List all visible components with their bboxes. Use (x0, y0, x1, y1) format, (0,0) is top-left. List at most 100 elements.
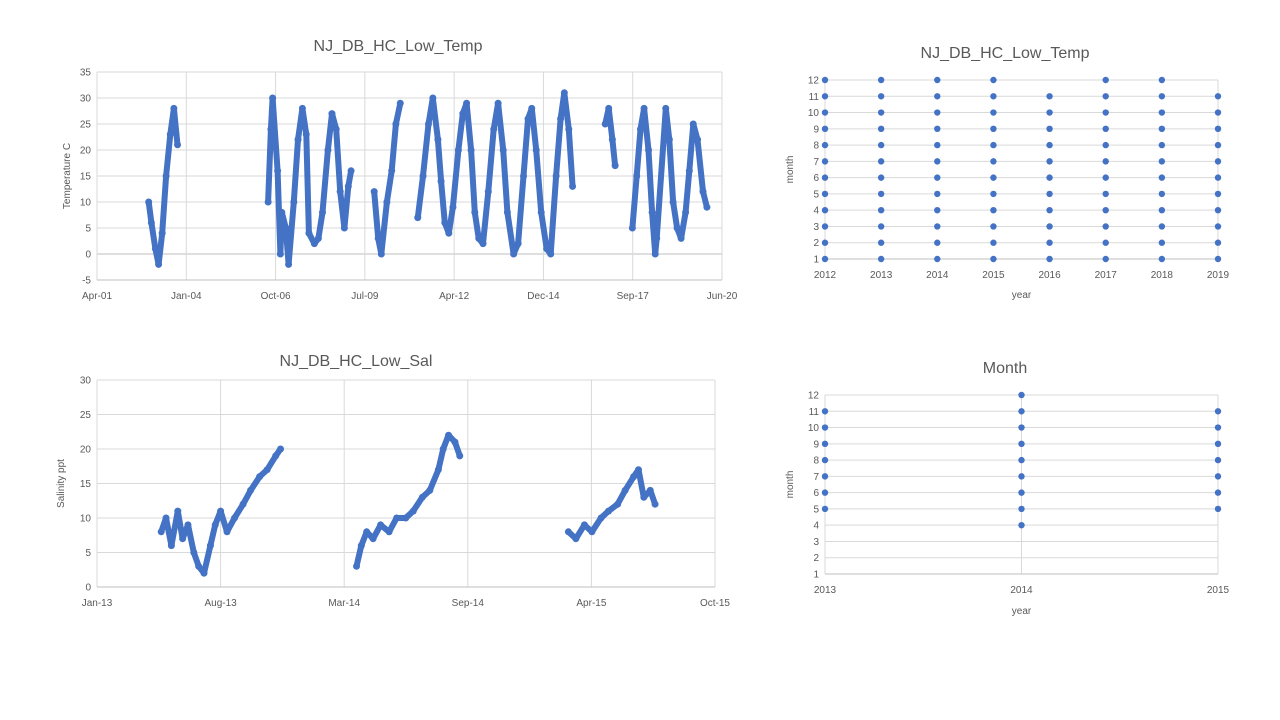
data-point (1214, 93, 1222, 100)
x-tick-label: Oct-06 (261, 291, 291, 302)
data-point (821, 440, 829, 448)
data-point (294, 136, 302, 144)
data-point (588, 528, 596, 536)
data-point (393, 514, 401, 522)
data-point (636, 125, 644, 133)
data-point (877, 239, 885, 246)
data-point (877, 76, 885, 84)
y-tick-label: 5 (85, 224, 91, 235)
data-point (264, 198, 272, 206)
data-point (990, 141, 997, 149)
data-point (640, 493, 648, 501)
data-point (1018, 505, 1025, 513)
y-tick-label: 35 (80, 68, 92, 79)
data-point (1214, 206, 1222, 214)
data-point (605, 104, 613, 112)
data-point (490, 125, 498, 133)
data-point (231, 514, 239, 522)
data-point (653, 234, 661, 242)
data-point (1046, 93, 1053, 100)
data-point (162, 514, 170, 522)
x-tick-label: 2015 (1207, 585, 1230, 596)
y-tick-label: 6 (813, 173, 819, 184)
data-point (821, 489, 829, 496)
data-point (267, 125, 275, 133)
data-point (158, 229, 166, 237)
data-point (503, 208, 511, 216)
chart-title: NJ_DB_HC_Low_Temp (921, 45, 1090, 62)
data-point (278, 208, 286, 216)
data-point (510, 250, 518, 258)
data-point (484, 188, 492, 196)
data-point (689, 120, 697, 128)
data-point (934, 109, 941, 116)
y-tick-label: 30 (80, 376, 92, 387)
data-point (821, 174, 829, 181)
x-tick-label: Mar-14 (328, 598, 360, 609)
data-point (821, 190, 829, 198)
data-point (290, 198, 298, 206)
y-tick-label: 9 (813, 439, 819, 450)
data-point (157, 528, 165, 536)
data-point (167, 542, 175, 550)
data-point (1214, 174, 1222, 181)
data-point (640, 104, 648, 112)
data-point (179, 535, 187, 543)
data-point (1214, 190, 1222, 198)
data-point (821, 141, 829, 149)
data-point (608, 136, 616, 144)
data-point (1214, 408, 1222, 415)
data-point (877, 255, 885, 263)
data-point (877, 125, 885, 133)
data-point (1214, 255, 1222, 263)
data-point (475, 234, 483, 242)
data-point (605, 507, 613, 515)
chart-title: Month (983, 360, 1027, 377)
data-point (314, 234, 322, 242)
data-point (628, 224, 636, 232)
data-point (1102, 223, 1109, 230)
data-point (1046, 109, 1053, 116)
data-point (821, 158, 829, 165)
data-point (1102, 141, 1109, 149)
data-point (1158, 125, 1166, 133)
x-tick-label: 2014 (1010, 585, 1033, 596)
data-point (1214, 489, 1222, 496)
data-point (1102, 158, 1109, 165)
y-tick-label: 11 (809, 407, 820, 418)
data-point (1046, 255, 1053, 263)
x-tick-label: 2012 (814, 270, 837, 281)
data-point (1018, 391, 1025, 399)
chart-title: NJ_DB_HC_Low_Temp (314, 38, 483, 55)
data-point (990, 190, 997, 198)
data-point (1102, 255, 1109, 263)
data-point (151, 245, 159, 253)
data-point (184, 521, 192, 529)
chart-1: -5 0 5 10 15 20 25 30 35 Apr-01 Jan-04 Oct-06 Jul-09… (62, 38, 738, 302)
data-point (269, 94, 277, 102)
data-point (402, 514, 410, 522)
data-point (239, 500, 247, 508)
data-point (418, 493, 426, 501)
data-point (439, 445, 447, 453)
y-tick-label: 2 (813, 553, 819, 564)
data-point (990, 93, 997, 100)
data-point (821, 408, 829, 415)
y-tick-label: 12 (808, 76, 820, 87)
data-point (821, 223, 829, 230)
data-point (630, 473, 638, 481)
data-point (147, 219, 155, 227)
data-point (363, 528, 371, 536)
data-point (877, 141, 885, 149)
data-point (441, 219, 449, 227)
data-point (669, 198, 677, 206)
data-point (934, 125, 941, 133)
data-point (206, 542, 214, 550)
data-point (877, 158, 885, 165)
data-point (437, 177, 445, 185)
data-point (200, 569, 208, 577)
data-point (1018, 440, 1025, 448)
data-point (1102, 174, 1109, 181)
x-axis-label: year (1012, 290, 1032, 301)
